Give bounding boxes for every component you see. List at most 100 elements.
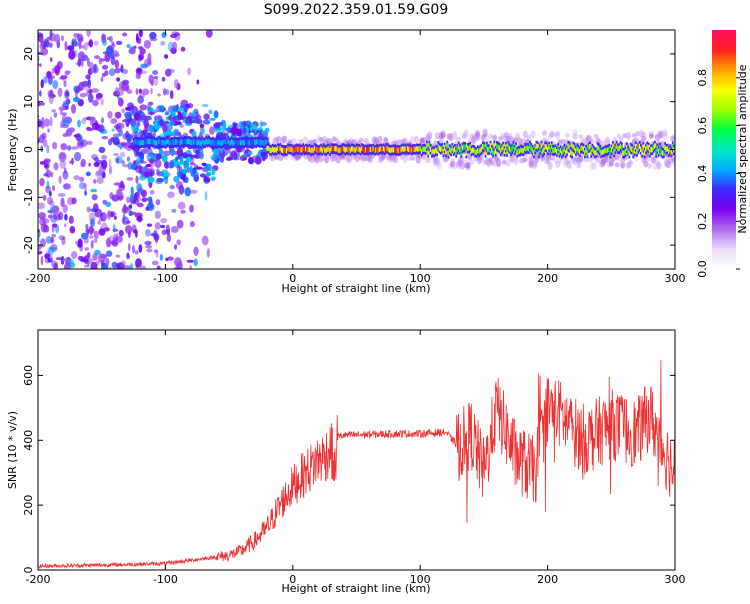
spectrogram-cell [656,131,662,140]
spectrogram-cell [135,264,139,269]
spectrogram-cell [69,160,75,164]
spectrogram-cell [145,139,148,145]
spectrogram-cell [99,254,108,259]
spectrogram-cell [402,138,408,143]
colorbar-gradient [712,30,736,269]
y-tick-label: -10 [22,188,35,206]
spectrogram-cell [494,155,500,163]
spectrogram-cell [204,140,207,146]
spectrogram-cell [376,146,379,152]
spectrogram-cell [574,156,580,162]
spectrogram-cell [247,139,250,145]
spectrogram-cell [555,149,558,155]
spectrogram-cell [647,145,650,151]
spectrogram-cell [32,83,36,88]
spectrogram-cell [462,144,465,150]
spectrogram-cell [234,140,237,146]
spectrogram-cell [43,76,48,84]
spectrogram-cell [245,139,247,145]
spectrogram-cell [666,161,672,168]
spectrogram-cell [180,209,186,214]
spectrogram-cell [594,150,596,156]
spectrogram-cell [106,36,111,41]
spectrogram-cell [442,149,445,155]
spectrogram-cell [52,207,56,216]
spectrogram-cell [240,124,244,130]
spectrogram-cell [175,121,182,125]
spectrogram-cell [660,140,666,148]
spectrogram-cell [625,131,631,140]
spectrogram-cell [345,146,348,153]
spectrogram-cell [324,155,330,164]
spectrogram-cell [71,198,75,205]
spectrogram-cell [471,147,474,153]
spectrogram-cell [190,189,198,194]
spectrogram-cell [335,155,341,164]
spectrogram-cell [260,139,263,145]
spectrogram-cell [402,155,408,164]
spectrogram-cell [208,138,210,144]
spectrogram-cell [301,147,303,153]
spectrogram-cell [396,139,402,144]
spectrogram-cell [555,160,561,168]
spectrogram-cell [211,168,216,176]
spectrogram-cell [650,156,656,164]
spectrogram-cell [153,139,156,145]
spectrogram-cell [105,237,112,248]
spectrogram-cell [396,147,399,153]
spectrogram-cell [237,140,240,146]
spectrogram-cell [293,147,296,153]
spectrogram-cell [670,149,673,155]
spectrogram-cell [529,143,531,149]
spectrogram-cell [122,164,130,168]
spectrogram-cell [100,117,105,124]
spectrogram-cell [622,150,624,156]
spectrogram-cell [113,152,119,157]
spectrogram-cell [358,137,364,143]
spectrogram-cell [45,235,53,244]
spectrogram-cell [359,147,362,153]
spectrogram-cell [518,139,524,148]
spectrogram-cell [507,132,513,138]
spectrogram-cell [595,137,601,146]
spectrogram-cell [107,266,112,269]
spectrogram-cell [570,157,576,163]
spectrogram-cell [531,147,534,153]
spectrogram-cell [320,152,326,162]
spectrogram-cell [87,140,93,145]
spectrogram-cell [208,163,212,172]
spectrogram-cell [662,129,668,137]
spectrogram-cell [154,222,161,230]
spectrogram-cell [187,138,190,145]
spectrogram-cell [608,162,614,167]
spectrogram-cell [608,159,614,166]
spectrogram-cell [671,133,675,141]
y-tick-label: 400 [22,430,35,451]
spectrogram-cell [225,140,228,146]
spectrogram-cell [54,66,60,76]
spectrogram-cell [87,41,92,46]
spectrogram-cell [669,135,675,142]
spectrogram-cell [266,140,269,146]
spectrogram-cell [345,157,351,163]
spectrogram-cell [434,132,440,140]
spectrogram-cell [101,33,106,40]
spectrogram-cell [606,160,612,168]
spectrogram-cell [49,30,53,38]
spectrogram-cell [604,136,610,146]
spectrogram-cell [400,139,406,144]
spectrogram-cell [128,204,133,209]
colorbar-tick-label: 0.2 [696,212,709,230]
spectrogram-cell [243,140,246,146]
spectrogram-cell [210,140,213,146]
spectrogram-cell [154,120,158,130]
spectrogram-cell [271,146,274,152]
spectrogram-cell [348,137,354,146]
spectrogram-cell [61,237,66,246]
spectrogram-cell [515,144,517,151]
spectrogram-cell [279,145,282,151]
spectrogram-cell [295,153,301,160]
spectrogram-cell [80,161,84,168]
spectrogram-cell [616,133,622,138]
